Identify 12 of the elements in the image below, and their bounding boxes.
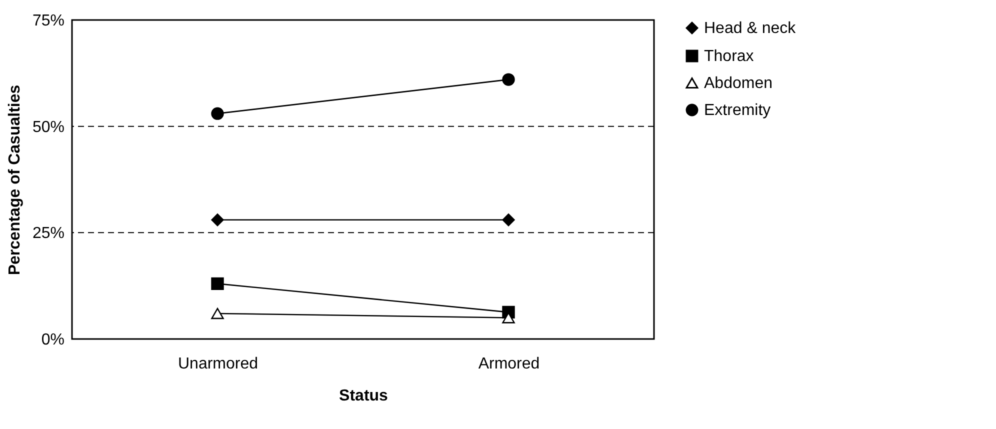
legend-label: Head & neck <box>704 20 797 37</box>
y-axis-title: Percentage of Casualties <box>6 84 24 276</box>
y-tick-label: 25% <box>32 225 64 242</box>
x-axis-title: Status <box>339 388 388 404</box>
x-tick-label: Unarmored <box>178 356 258 372</box>
legend-label: Thorax <box>704 48 754 65</box>
legend-label: Abdomen <box>704 75 772 92</box>
legend-label: Extremity <box>704 102 771 119</box>
y-tick-label: 0% <box>41 332 64 348</box>
y-tick-label: 75% <box>32 12 64 30</box>
y-tick-label: 50% <box>32 118 64 136</box>
x-tick-label: Armored <box>478 356 540 372</box>
